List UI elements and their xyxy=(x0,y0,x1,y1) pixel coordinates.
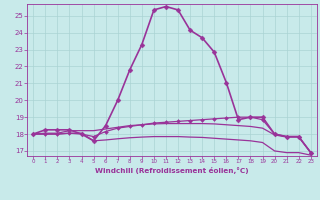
X-axis label: Windchill (Refroidissement éolien,°C): Windchill (Refroidissement éolien,°C) xyxy=(95,167,249,174)
